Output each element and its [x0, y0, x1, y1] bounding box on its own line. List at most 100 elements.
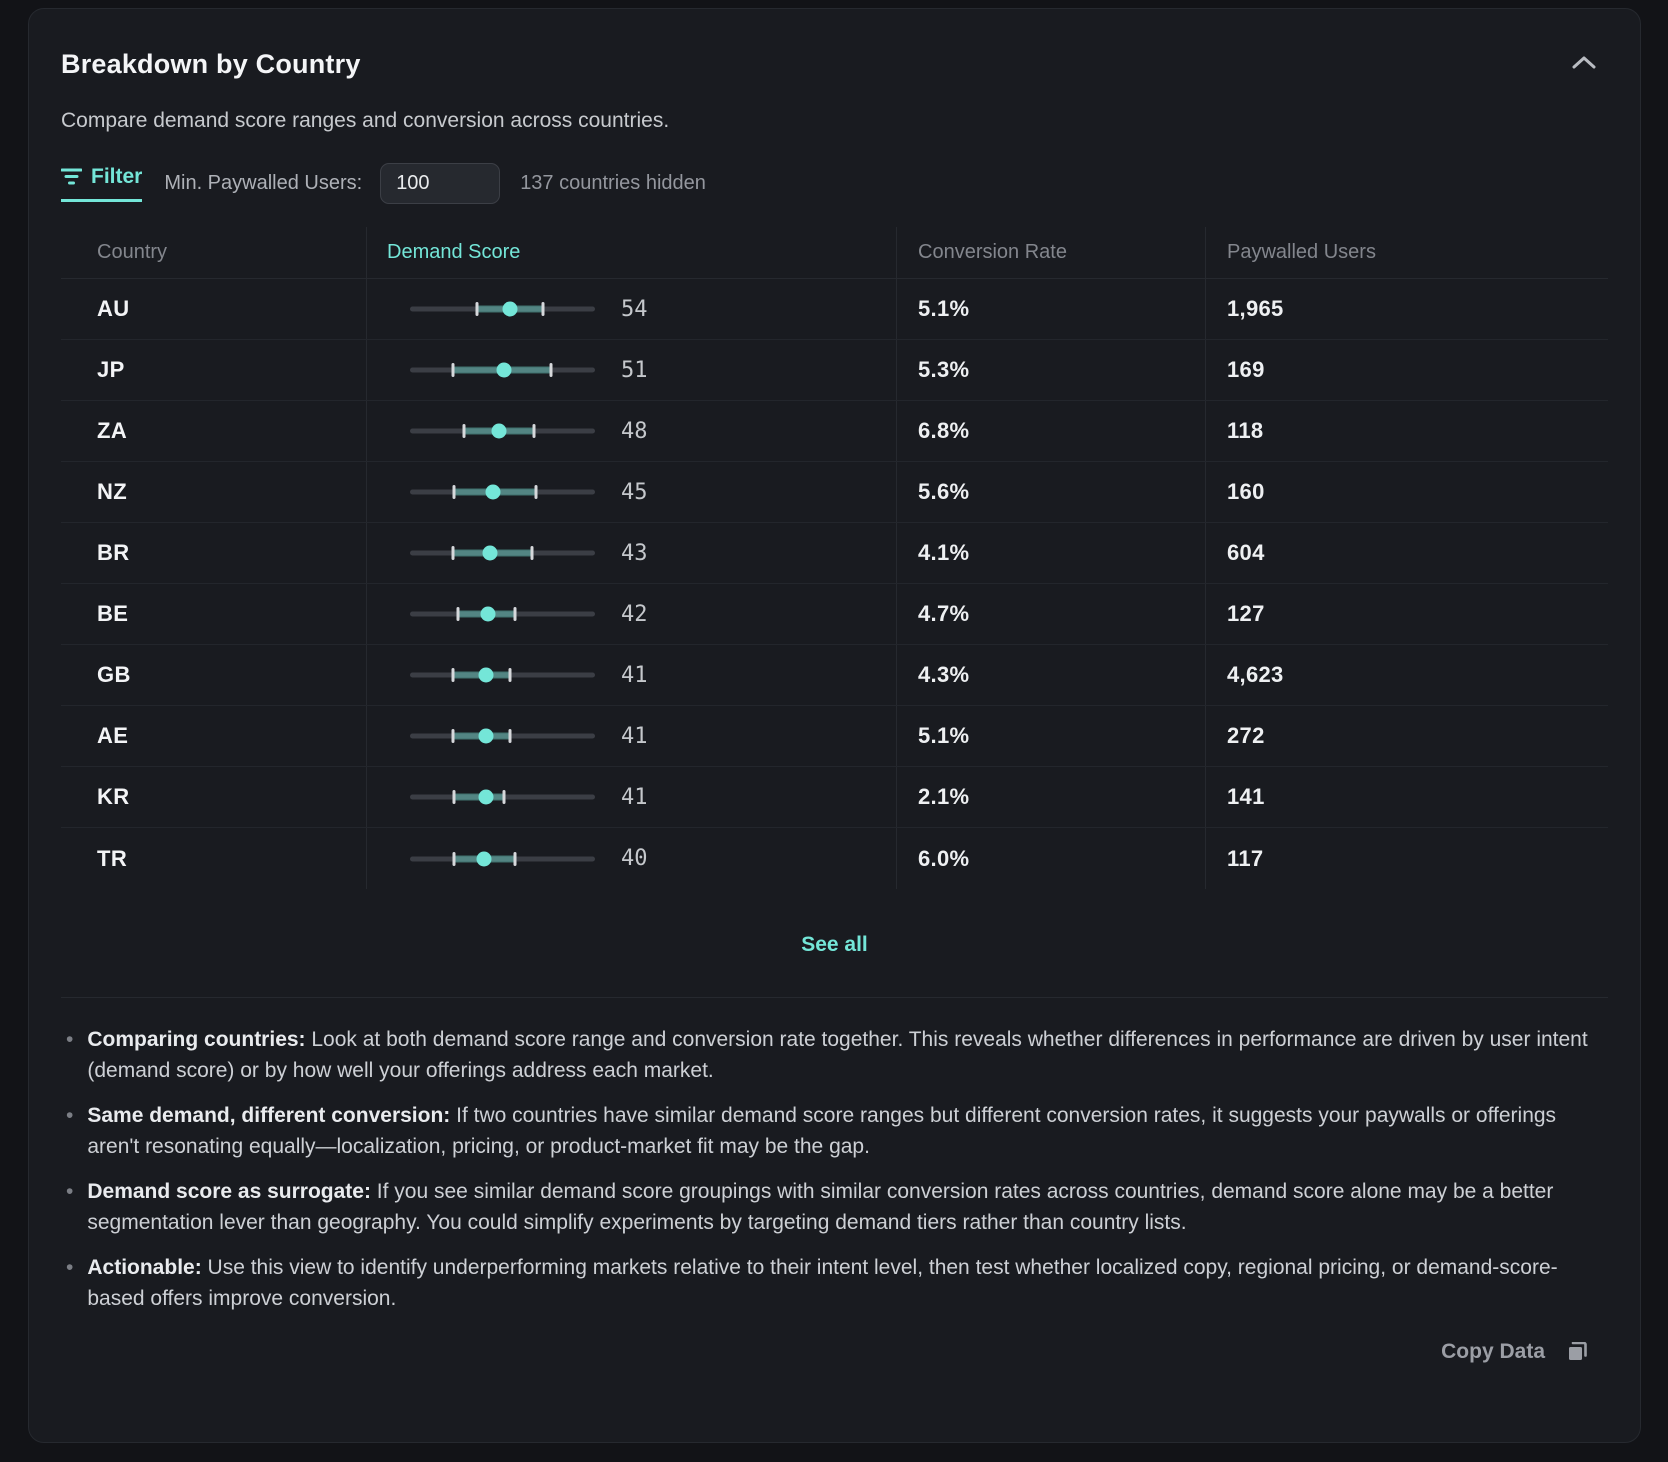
countries-hidden-note: 137 countries hidden	[520, 171, 706, 194]
column-header-paywalled-users[interactable]: Paywalled Users	[1205, 227, 1608, 278]
see-all-wrap: See all	[61, 889, 1608, 997]
slider-value-dot	[478, 789, 494, 805]
copy-data-button[interactable]: Copy Data	[1441, 1340, 1588, 1364]
country-code: KR	[97, 784, 130, 809]
demand-score-range-slider	[410, 850, 595, 868]
conversion-rate-cell: 5.6%	[896, 462, 1205, 522]
filter-tab[interactable]: Filter	[61, 165, 143, 202]
demand-score-value: 41	[621, 723, 648, 749]
insight-text: Same demand, different conversion: If tw…	[87, 1104, 1557, 1158]
slider-max-tick	[534, 485, 538, 499]
demand-score-cell: 43	[366, 523, 896, 583]
min-paywalled-users-label: Min. Paywalled Users:	[164, 171, 363, 194]
conversion-rate-value: 4.7%	[918, 601, 970, 626]
conversion-rate-value: 4.1%	[918, 540, 970, 565]
slider-max-tick	[513, 607, 517, 621]
country-code: JP	[97, 357, 125, 382]
country-code: NZ	[97, 479, 128, 504]
demand-score-range-slider	[410, 727, 595, 745]
demand-score-cell: 48	[366, 401, 896, 461]
table-row: JP 51 5.3% 169	[61, 340, 1608, 401]
slider-value-dot	[478, 667, 494, 683]
demand-score-value: 41	[621, 662, 648, 688]
slider-value-dot	[502, 301, 518, 317]
country-cell: TR	[61, 828, 366, 889]
insight-item: • Comparing countries: Look at both deman…	[61, 1024, 1608, 1086]
breakdown-by-country-card: Breakdown by Country Compare demand scor…	[28, 8, 1641, 1443]
bullet-marker: •	[66, 1104, 74, 1127]
country-code: AU	[97, 296, 130, 321]
paywalled-users-value: 4,623	[1227, 662, 1284, 687]
conversion-rate-cell: 2.1%	[896, 767, 1205, 827]
conversion-rate-value: 5.6%	[918, 479, 970, 504]
paywalled-users-value: 141	[1227, 784, 1265, 809]
demand-score-value: 54	[621, 296, 648, 322]
demand-score-cell: 41	[366, 706, 896, 766]
demand-score-cell: 41	[366, 645, 896, 705]
slider-min-tick	[451, 729, 455, 743]
column-header-conversion-rate[interactable]: Conversion Rate	[896, 227, 1205, 278]
paywalled-users-value: 118	[1227, 418, 1264, 443]
demand-score-cell: 41	[366, 767, 896, 827]
country-cell: ZA	[61, 401, 366, 461]
conversion-rate-cell: 4.3%	[896, 645, 1205, 705]
paywalled-users-cell: 604	[1205, 523, 1608, 583]
collapse-button[interactable]	[1566, 49, 1602, 78]
country-breakdown-table: Country Demand Score Conversion Rate Pay…	[61, 227, 1608, 889]
table-row: AU 54 5.1% 1,965	[61, 279, 1608, 340]
paywalled-users-value: 117	[1227, 845, 1264, 871]
card-subtitle: Compare demand score ranges and conversi…	[61, 109, 670, 132]
paywalled-users-cell: 160	[1205, 462, 1608, 522]
paywalled-users-cell: 117	[1205, 828, 1608, 889]
slider-value-dot	[491, 423, 507, 439]
insight-text: Demand score as surrogate: If you see si…	[87, 1180, 1554, 1234]
slider-track	[410, 856, 595, 861]
conversion-rate-value: 5.3%	[918, 357, 970, 382]
see-all-link[interactable]: See all	[801, 933, 868, 956]
slider-max-tick	[549, 363, 553, 377]
table-row: GB 41 4.3% 4,623	[61, 645, 1608, 706]
demand-score-range-slider	[410, 788, 595, 806]
footer-row: Copy Data	[61, 1340, 1608, 1364]
country-code: TR	[97, 845, 128, 871]
column-header-demand-score[interactable]: Demand Score	[366, 227, 896, 278]
demand-score-value: 43	[621, 540, 648, 566]
insight-text: Comparing countries: Look at both demand…	[87, 1028, 1588, 1082]
slider-max-tick	[530, 546, 534, 560]
paywalled-users-cell: 127	[1205, 584, 1608, 644]
insight-item: • Demand score as surrogate: If you see s…	[61, 1176, 1608, 1238]
country-cell: AU	[61, 279, 366, 339]
slider-min-tick	[451, 363, 455, 377]
insight-item: • Same demand, different conversion: If t…	[61, 1100, 1608, 1162]
demand-score-range-slider	[410, 300, 595, 318]
paywalled-users-value: 272	[1227, 723, 1265, 748]
slider-max-tick	[513, 851, 517, 866]
conversion-rate-cell: 6.8%	[896, 401, 1205, 461]
demand-score-cell: 54	[366, 279, 896, 339]
slider-min-tick	[475, 302, 479, 316]
bullet-marker: •	[66, 1256, 74, 1279]
conversion-rate-cell: 6.0%	[896, 828, 1205, 889]
demand-score-value: 51	[621, 357, 648, 383]
table-row: ZA 48 6.8% 118	[61, 401, 1608, 462]
paywalled-users-value: 160	[1227, 479, 1265, 504]
chevron-up-icon	[1572, 56, 1596, 69]
table-row: AE 41 5.1% 272	[61, 706, 1608, 767]
card-header: Breakdown by Country	[61, 49, 1608, 80]
conversion-rate-value: 6.8%	[918, 418, 970, 443]
min-paywalled-users-input[interactable]	[380, 162, 501, 204]
slider-value-dot	[478, 728, 494, 744]
conversion-rate-value: 6.0%	[918, 845, 970, 871]
conversion-rate-cell: 5.1%	[896, 279, 1205, 339]
country-cell: JP	[61, 340, 366, 400]
country-code: BE	[97, 601, 129, 626]
slider-value-dot	[485, 484, 501, 500]
demand-score-value: 40	[621, 846, 648, 871]
table-row: NZ 45 5.6% 160	[61, 462, 1608, 523]
slider-value-dot	[476, 851, 492, 866]
demand-score-range-slider	[410, 422, 595, 440]
filter-icon	[61, 168, 82, 185]
demand-score-cell: 40	[366, 828, 896, 889]
slider-min-tick	[451, 668, 455, 682]
slider-track	[410, 611, 595, 617]
